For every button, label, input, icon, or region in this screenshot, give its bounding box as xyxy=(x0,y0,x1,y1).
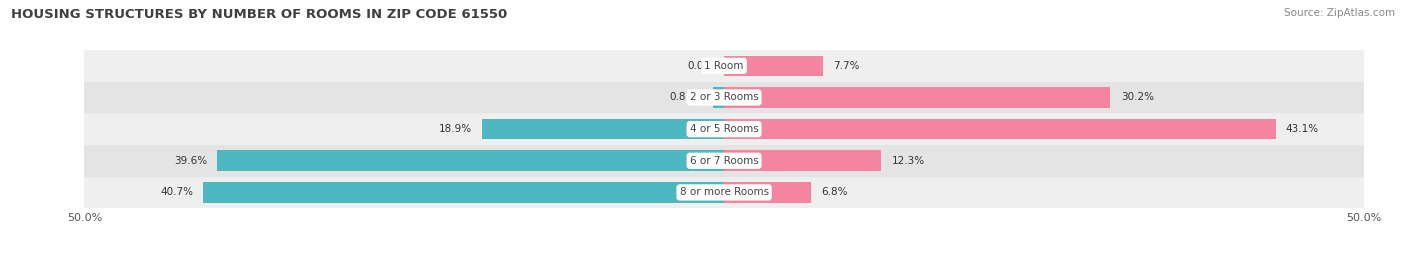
Text: 0.87%: 0.87% xyxy=(669,93,703,102)
Text: 1 Room: 1 Room xyxy=(704,61,744,71)
Text: 0.0%: 0.0% xyxy=(688,61,714,71)
Text: 7.7%: 7.7% xyxy=(832,61,859,71)
Text: 18.9%: 18.9% xyxy=(439,124,472,134)
Bar xyxy=(713,87,724,108)
Text: 4 or 5 Rooms: 4 or 5 Rooms xyxy=(690,124,758,134)
Text: 43.1%: 43.1% xyxy=(1285,124,1319,134)
Bar xyxy=(482,119,724,139)
Text: 8 or more Rooms: 8 or more Rooms xyxy=(679,187,769,197)
Bar xyxy=(724,119,1275,139)
Text: 2 or 3 Rooms: 2 or 3 Rooms xyxy=(690,93,758,102)
Text: 6 or 7 Rooms: 6 or 7 Rooms xyxy=(690,156,758,166)
Text: 6.8%: 6.8% xyxy=(821,187,848,197)
Text: HOUSING STRUCTURES BY NUMBER OF ROOMS IN ZIP CODE 61550: HOUSING STRUCTURES BY NUMBER OF ROOMS IN… xyxy=(11,8,508,21)
Text: Source: ZipAtlas.com: Source: ZipAtlas.com xyxy=(1284,8,1395,18)
Bar xyxy=(724,55,823,76)
Bar xyxy=(84,113,1364,145)
Text: 12.3%: 12.3% xyxy=(891,156,925,166)
Bar xyxy=(724,182,811,203)
Bar xyxy=(218,150,724,171)
Bar xyxy=(724,87,1111,108)
Bar xyxy=(204,182,724,203)
Text: 40.7%: 40.7% xyxy=(160,187,193,197)
Text: 39.6%: 39.6% xyxy=(174,156,207,166)
Bar xyxy=(84,145,1364,176)
Bar xyxy=(84,82,1364,113)
Bar xyxy=(84,50,1364,82)
Bar xyxy=(724,150,882,171)
Text: 30.2%: 30.2% xyxy=(1121,93,1154,102)
Bar xyxy=(84,176,1364,208)
